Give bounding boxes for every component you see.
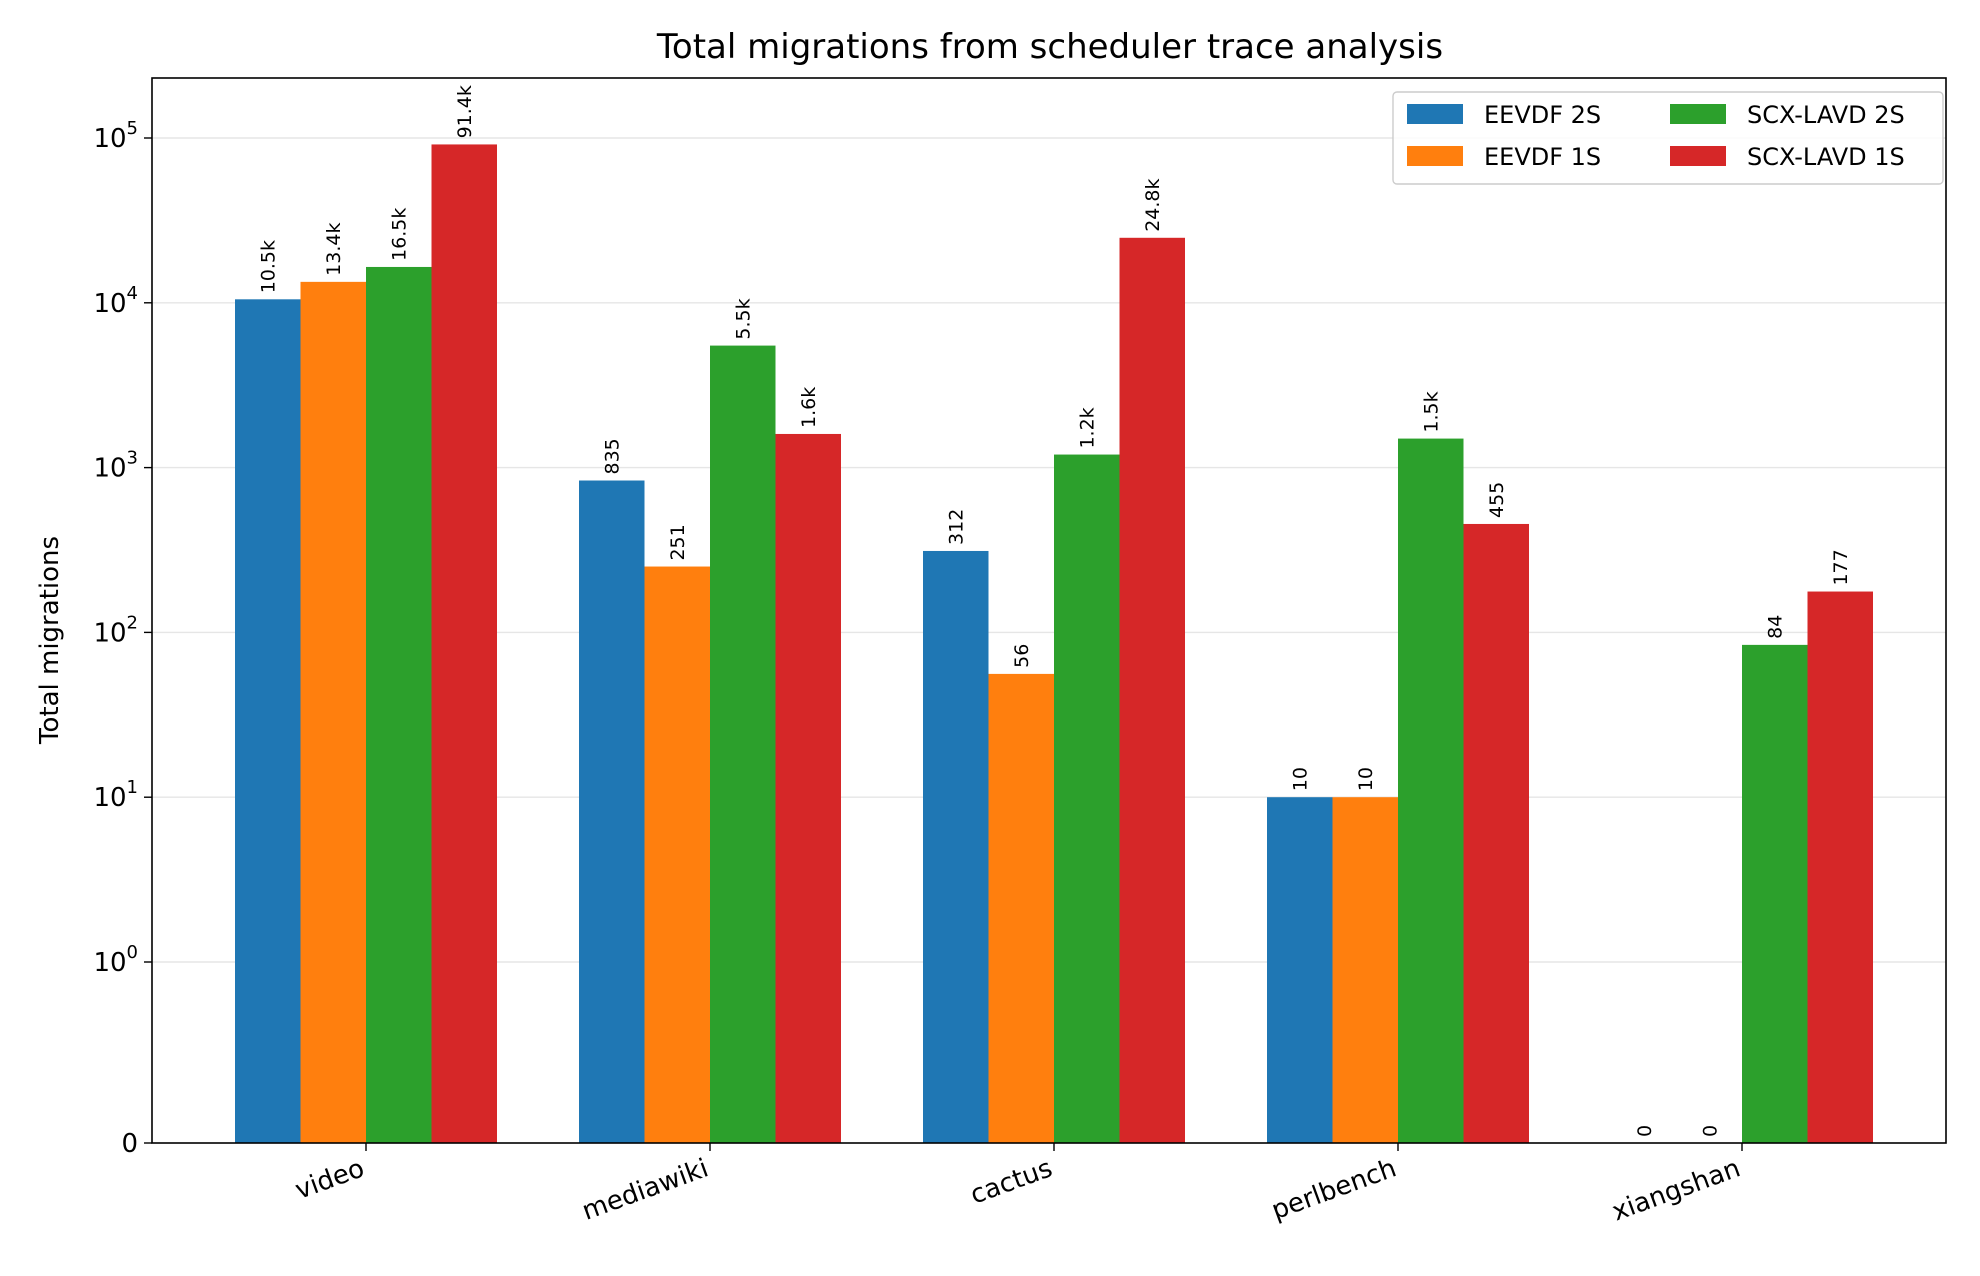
y-axis: 0 100 101 102 103 104 105 (93, 118, 152, 1159)
bar (644, 566, 710, 1143)
data-label: 1.6k (798, 387, 820, 428)
x-tick-label: xiangshan (1608, 1153, 1744, 1227)
bar (710, 345, 776, 1143)
legend-label: EEVDF 1S (1484, 143, 1601, 171)
y-tick-label: 104 (93, 283, 138, 319)
data-label: 0 (1634, 1125, 1656, 1137)
legend-label: SCX-LAVD 2S (1747, 101, 1905, 129)
plot-frame (151, 77, 1947, 1144)
bar (775, 433, 841, 1143)
legend-swatch (1407, 146, 1463, 166)
bars (235, 144, 1873, 1144)
legend-box (1392, 91, 1944, 185)
x-tick-label: cactus (966, 1153, 1056, 1210)
data-label: 84 (1765, 615, 1787, 639)
bar (1267, 797, 1333, 1143)
legend-swatch (1407, 104, 1463, 124)
data-label: 455 (1486, 482, 1508, 518)
bar (1463, 523, 1529, 1143)
y-tick-label: 102 (93, 612, 138, 648)
bar (579, 480, 645, 1143)
data-label: 312 (946, 509, 968, 545)
bar (1807, 591, 1873, 1143)
chart-title: Total migrations from scheduler trace an… (656, 27, 1443, 67)
bar (1398, 438, 1464, 1143)
bar (988, 673, 1054, 1143)
data-label: 91.4k (454, 85, 476, 138)
bar (1054, 454, 1120, 1144)
legend-swatch (1670, 104, 1726, 124)
y-tick-label: 105 (93, 118, 138, 154)
data-label: 835 (602, 438, 624, 474)
legend-label: EEVDF 2S (1484, 101, 1601, 129)
data-label: 56 (1011, 644, 1033, 668)
y-tick-label: 100 (93, 942, 138, 978)
data-label: 5.5k (733, 298, 755, 339)
data-label: 177 (1830, 549, 1852, 585)
bar (235, 299, 301, 1144)
y-tick-label: 101 (93, 777, 138, 813)
data-label: 13.4k (323, 223, 345, 276)
data-label: 10 (1290, 767, 1312, 791)
data-label: 0 (1699, 1125, 1721, 1137)
bar (1332, 797, 1398, 1143)
bar (1119, 237, 1185, 1143)
bar (366, 266, 432, 1144)
data-label: 251 (667, 524, 689, 560)
data-label: 1.2k (1077, 407, 1099, 448)
bar (923, 550, 989, 1143)
data-label: 10 (1355, 767, 1377, 791)
data-labels: 10.5k 13.4k 16.5k 91.4k 835 251 5.5k 1.6k 312 56 1… (258, 85, 1853, 1137)
x-axis: video mediawiki cactus perlbench xiangshan (291, 1143, 1744, 1227)
y-axis-label: Total migrations (35, 536, 65, 745)
bar (431, 144, 497, 1144)
legend: EEVDF 2S EEVDF 1S SCX-LAVD 2S SCX-LAVD 1S (1392, 91, 1944, 185)
data-label: 16.5k (389, 208, 411, 261)
data-label: 1.5k (1421, 391, 1443, 432)
legend-swatch (1670, 146, 1726, 166)
y-tick-label: 103 (93, 448, 138, 484)
y-tick-label: 0 (121, 1129, 138, 1159)
bar (1742, 644, 1808, 1143)
legend-label: SCX-LAVD 1S (1747, 143, 1905, 171)
x-tick-label: perlbench (1268, 1153, 1401, 1226)
x-tick-label: video (291, 1153, 368, 1205)
bar (300, 281, 366, 1143)
data-label: 24.8k (1142, 178, 1164, 231)
x-tick-label: mediawiki (578, 1153, 712, 1226)
data-label: 10.5k (258, 240, 280, 293)
